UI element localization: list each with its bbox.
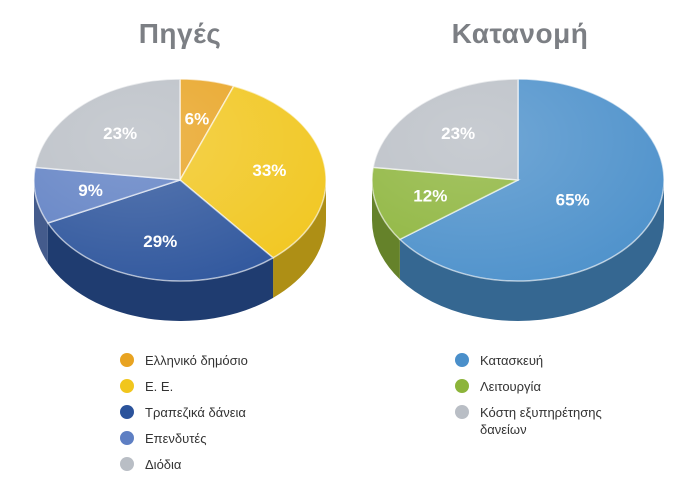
legend-sources: Ελληνικό δημόσιο Ε. Ε. Τραπεζικά δάνεια Επε… (120, 352, 248, 482)
slice-value-label: 9% (78, 181, 103, 200)
legend-swatch-icon (120, 353, 134, 367)
pie-gloss (34, 79, 326, 281)
legend-item: Κατασκευή (455, 352, 650, 378)
pie-chart-sources: 6% 33% 29% 9% 23% (33, 78, 327, 322)
legend-label: Κατασκευή (480, 353, 544, 368)
legend-swatch-icon (455, 353, 469, 367)
pie-side-0 (399, 180, 664, 321)
pie-side-3 (34, 180, 48, 264)
slice-value-label: 33% (252, 161, 286, 180)
slice-value-label: 6% (185, 109, 210, 128)
pie-side-walls (372, 180, 664, 321)
legend-item: Ελληνικό δημόσιο (120, 352, 248, 378)
legend-label: Κόστη εξυπηρέτησης δανείων (480, 405, 602, 437)
legend-swatch-icon (120, 457, 134, 471)
legend-label: Τραπεζικά δάνεια (145, 405, 246, 420)
pie-side-1 (372, 180, 400, 280)
legend-swatch-icon (455, 379, 469, 393)
chart-title-sources: Πηγές (138, 18, 222, 49)
legend-item: Ε. Ε. (120, 378, 248, 404)
legend-item: Επενδυτές (120, 430, 248, 456)
slice-value-label: 29% (143, 232, 177, 251)
legend-swatch-icon (120, 379, 134, 393)
legend-label: Ελληνικό δημόσιο (145, 353, 248, 368)
legend-item: Διόδια (120, 456, 248, 482)
pie-chart-allocation: 65% 12% 23% (371, 78, 665, 321)
legend-label: Λειτουργία (480, 379, 541, 394)
slice-value-label: 12% (413, 187, 447, 206)
pie-gloss (372, 79, 664, 281)
legend-item: Λειτουργία (455, 378, 650, 404)
slice-value-label: 65% (556, 190, 590, 209)
legend-swatch-icon (120, 431, 134, 445)
legend-item: Κόστη εξυπηρέτησης δανείων (455, 404, 650, 444)
legend-label: Διόδια (145, 457, 182, 472)
legend-swatch-icon (455, 405, 469, 419)
chart-title-allocation: Κατανομή (451, 18, 589, 49)
legend-allocation: Κατασκευή Λειτουργία Κόστη εξυπηρέτησης δα… (455, 352, 650, 444)
slice-value-label: 23% (103, 124, 137, 143)
legend-item: Τραπεζικά δάνεια (120, 404, 248, 430)
legend-swatch-icon (120, 405, 134, 419)
legend-label: Ε. Ε. (145, 379, 174, 394)
pie-side-2 (47, 223, 274, 322)
legend-label: Επενδυτές (145, 431, 207, 446)
slice-value-label: 23% (441, 124, 475, 143)
